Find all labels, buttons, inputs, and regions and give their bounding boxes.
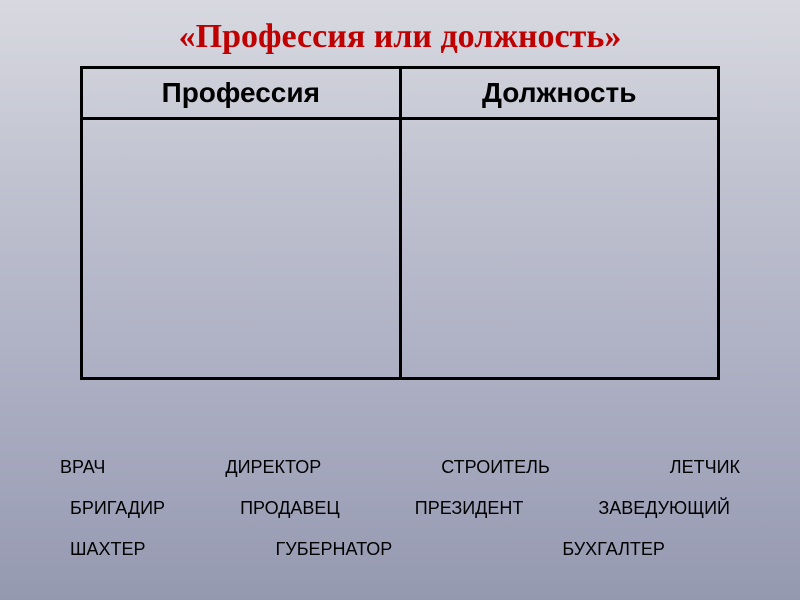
word-bank: ВРАЧ ДИРЕКТОР СТРОИТЕЛЬ ЛЕТЧИК БРИГАДИР … <box>0 457 800 560</box>
word-item[interactable]: ПРЕЗИДЕНТ <box>415 498 524 519</box>
page-title: «Профессия или должность» <box>0 0 800 66</box>
table-cell-profession <box>82 119 401 379</box>
word-item[interactable]: ПРОДАВЕЦ <box>240 498 340 519</box>
word-row-3: ШАХТЕР ГУБЕРНАТОР БУХГАЛТЕР <box>40 539 760 560</box>
table-cell-position <box>400 119 719 379</box>
word-item[interactable]: ШАХТЕР <box>70 539 146 560</box>
word-item[interactable]: ЗАВЕДУЮЩИЙ <box>598 498 730 519</box>
table-body-row <box>82 119 719 379</box>
word-row-2: БРИГАДИР ПРОДАВЕЦ ПРЕЗИДЕНТ ЗАВЕДУЮЩИЙ <box>40 498 760 519</box>
word-row-1: ВРАЧ ДИРЕКТОР СТРОИТЕЛЬ ЛЕТЧИК <box>40 457 760 478</box>
word-item[interactable]: ЛЕТЧИК <box>670 457 740 478</box>
word-item[interactable]: СТРОИТЕЛЬ <box>441 457 550 478</box>
word-item[interactable]: БУХГАЛТЕР <box>562 539 665 560</box>
classification-table: Профессия Должность <box>80 66 720 380</box>
table-header-row: Профессия Должность <box>82 68 719 119</box>
word-item[interactable]: БРИГАДИР <box>70 498 165 519</box>
word-item[interactable]: ГУБЕРНАТОР <box>276 539 393 560</box>
table-header-profession: Профессия <box>82 68 401 119</box>
word-item[interactable]: ВРАЧ <box>60 457 105 478</box>
word-item[interactable]: ДИРЕКТОР <box>225 457 321 478</box>
table-header-position: Должность <box>400 68 719 119</box>
